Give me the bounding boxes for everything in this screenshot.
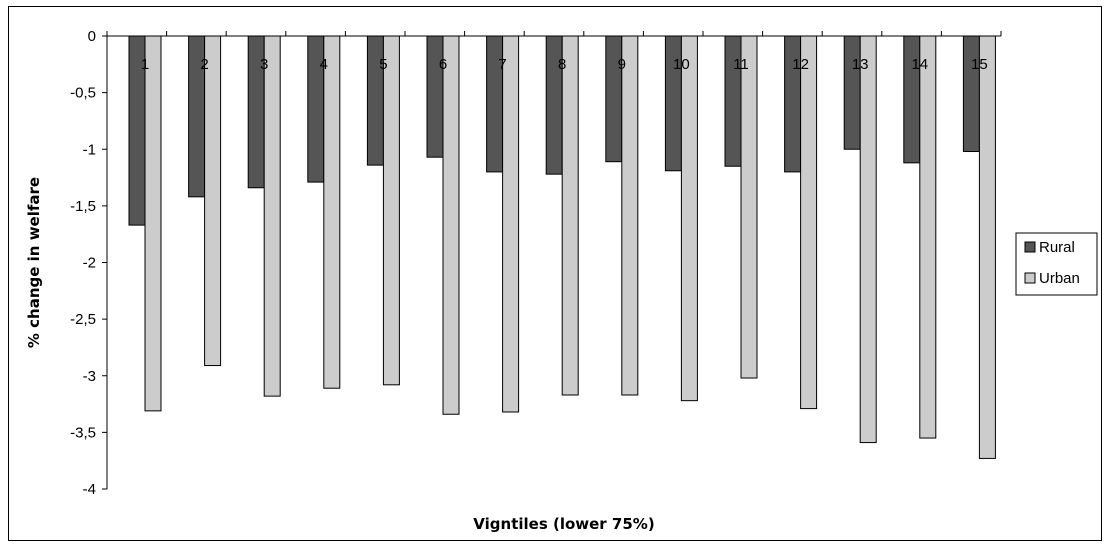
y-tick-label: -0,5 (70, 85, 96, 102)
category-label: 2 (200, 56, 208, 73)
category-label: 7 (498, 56, 506, 73)
bar-rural-15 (962, 35, 980, 153)
bars (128, 35, 996, 459)
bar-rural-6 (426, 35, 444, 158)
legend-label-rural: Rural (1039, 239, 1075, 256)
bar-urban-10 (680, 35, 698, 402)
category-label: 4 (320, 56, 328, 73)
bar-urban-5 (382, 35, 400, 386)
x-axis (106, 31, 1002, 37)
legend-swatch-rural (1024, 241, 1036, 253)
chart-frame: 0 -0,5 -1 -1,5 -2 -2,5 -3 -3,5 -4 1 2 3 4 5 6 7 8 9 10 11 1… (8, 6, 1102, 541)
bar-urban-11 (740, 35, 758, 379)
y-tick-label: -2 (83, 255, 96, 272)
category-label: 8 (558, 56, 566, 73)
bar-urban-3 (263, 35, 281, 397)
bar-urban-14 (919, 35, 937, 439)
bar-urban-6 (442, 35, 460, 415)
y-tick-label: -1,5 (70, 198, 96, 215)
y-tick-label: -2,5 (70, 311, 96, 328)
y-axis-title: % change in welfare (25, 177, 43, 348)
y-tick-label: -4 (83, 481, 96, 498)
category-label: 5 (379, 56, 387, 73)
bar-urban-8 (561, 35, 579, 396)
category-label: 9 (618, 56, 626, 73)
bar-urban-4 (323, 35, 341, 389)
category-label: 6 (439, 56, 447, 73)
bar-chart: 0-0,5-1-1,5-2-2,5-3-3,5-4 1 2 3 4 5 6 7 8 9 10 11 1… (25, 28, 1098, 533)
y-tick-label: -3,5 (70, 424, 96, 441)
category-label: 14 (911, 56, 928, 73)
y-tick-label: -1 (83, 141, 96, 158)
bar-urban-2 (204, 35, 222, 367)
bar-urban-15 (978, 35, 996, 459)
bar-rural-9 (605, 35, 623, 163)
category-labels: 1 2 3 4 5 6 7 8 9 10 11 12 13 14 15 (141, 56, 988, 73)
category-label: 3 (260, 56, 268, 73)
bar-urban-7 (502, 35, 520, 413)
x-axis-title: Vigntiles (lower 75%) (473, 515, 654, 533)
category-label: 1 (141, 56, 149, 73)
category-label: 13 (852, 56, 869, 73)
bar-rural-13 (843, 35, 861, 150)
category-label: 12 (792, 56, 809, 73)
category-label: 15 (971, 56, 988, 73)
category-label: 10 (673, 56, 690, 73)
y-axis: 0 -0,5 -1 -1,5 -2 -2,5 -3 -3,5 -4 (70, 28, 108, 498)
y-tick-label: -3 (83, 368, 96, 385)
legend-label-urban: Urban (1039, 270, 1080, 287)
bar-urban-1 (144, 35, 162, 412)
bar-urban-13 (859, 35, 877, 444)
legend: Rural Urban (1015, 232, 1098, 296)
bar-urban-12 (800, 35, 818, 410)
legend-swatch-urban (1024, 272, 1036, 284)
bar-urban-9 (621, 35, 639, 396)
category-label: 11 (733, 56, 749, 73)
y-tick-label: 0 (88, 28, 96, 45)
